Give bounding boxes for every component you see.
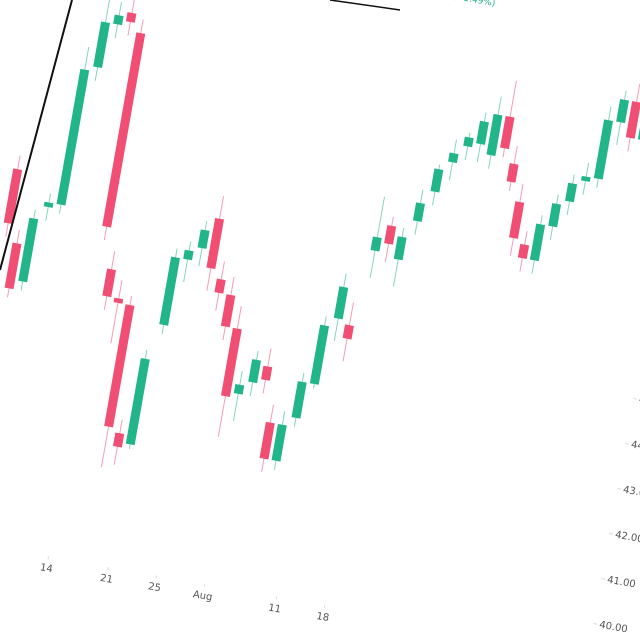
candle-body — [259, 421, 275, 460]
candle-body — [56, 68, 90, 206]
x-tick — [275, 596, 278, 600]
candle-body — [463, 136, 474, 148]
x-tick-label: Aug — [192, 589, 213, 603]
y-tick-label: 40.00 — [598, 620, 628, 636]
y-tick — [609, 532, 614, 535]
candle-body — [197, 229, 210, 249]
candle-body — [393, 236, 407, 261]
candle-body — [3, 168, 23, 225]
candle-body — [517, 243, 530, 259]
candle-body — [113, 297, 124, 304]
candle-body — [125, 12, 137, 23]
candle-body — [565, 182, 578, 203]
candle-body — [384, 225, 397, 245]
candle-body — [593, 119, 614, 180]
y-tick-label: 45.00 — [638, 395, 640, 411]
x-tick-label: 11 — [267, 602, 281, 615]
x-tick — [47, 556, 50, 560]
candle-body — [102, 32, 146, 228]
candle-body — [261, 365, 273, 381]
candle-body — [43, 201, 54, 208]
x-tick-label: 18 — [315, 611, 329, 624]
candle-body — [448, 152, 459, 164]
candle-body — [4, 242, 22, 290]
candle-body — [18, 217, 39, 283]
candle-body — [500, 115, 515, 150]
x-tick — [323, 605, 326, 609]
candle-body — [113, 14, 124, 26]
candle-body — [93, 21, 110, 69]
x-tick — [155, 575, 158, 579]
candle-wick — [110, 280, 123, 344]
candle-body — [221, 327, 242, 397]
y-tick-label: 42.00 — [614, 530, 640, 546]
candle-body — [616, 99, 629, 124]
candle-body — [233, 383, 245, 395]
screen-edge — [0, 0, 73, 271]
candle-wick — [232, 371, 243, 421]
candle-body — [291, 381, 307, 419]
candle-body — [333, 286, 349, 320]
x-tick-label: 25 — [147, 581, 161, 594]
screen-edge — [329, 0, 401, 11]
candle-body — [529, 223, 546, 262]
y-tick — [625, 442, 630, 445]
candle-body — [506, 163, 519, 183]
candle-body — [548, 203, 562, 228]
candle-body — [342, 324, 354, 340]
candle-body — [248, 359, 262, 384]
candle-body — [220, 294, 236, 328]
candle-wick — [183, 241, 192, 283]
candle-body — [486, 113, 503, 156]
candle-body — [581, 175, 591, 182]
y-tick — [601, 578, 606, 580]
y-tick — [593, 623, 598, 625]
y-tick-label: 44.00 — [630, 440, 640, 456]
candle-body — [125, 358, 150, 446]
candle-body — [104, 304, 135, 428]
candle-body — [214, 278, 226, 294]
candle-body — [430, 168, 444, 193]
candle-body — [102, 268, 116, 298]
candle-body — [509, 201, 525, 239]
x-tick-label: 21 — [99, 573, 113, 586]
candle-body — [271, 423, 287, 462]
x-tick-label: 14 — [39, 562, 53, 575]
candle-body — [183, 249, 194, 261]
y-tick — [633, 397, 638, 400]
candle-body — [625, 101, 640, 139]
candle-body — [412, 202, 425, 222]
candle-body — [476, 120, 489, 145]
y-tick — [617, 487, 622, 490]
candle-body — [370, 236, 382, 252]
x-tick — [203, 583, 206, 588]
candle-body — [159, 256, 181, 326]
candle-body — [112, 432, 125, 448]
y-tick-label: 41.00 — [606, 575, 636, 591]
candle-body — [309, 324, 330, 385]
x-tick — [107, 566, 110, 571]
candle-body — [206, 217, 224, 270]
